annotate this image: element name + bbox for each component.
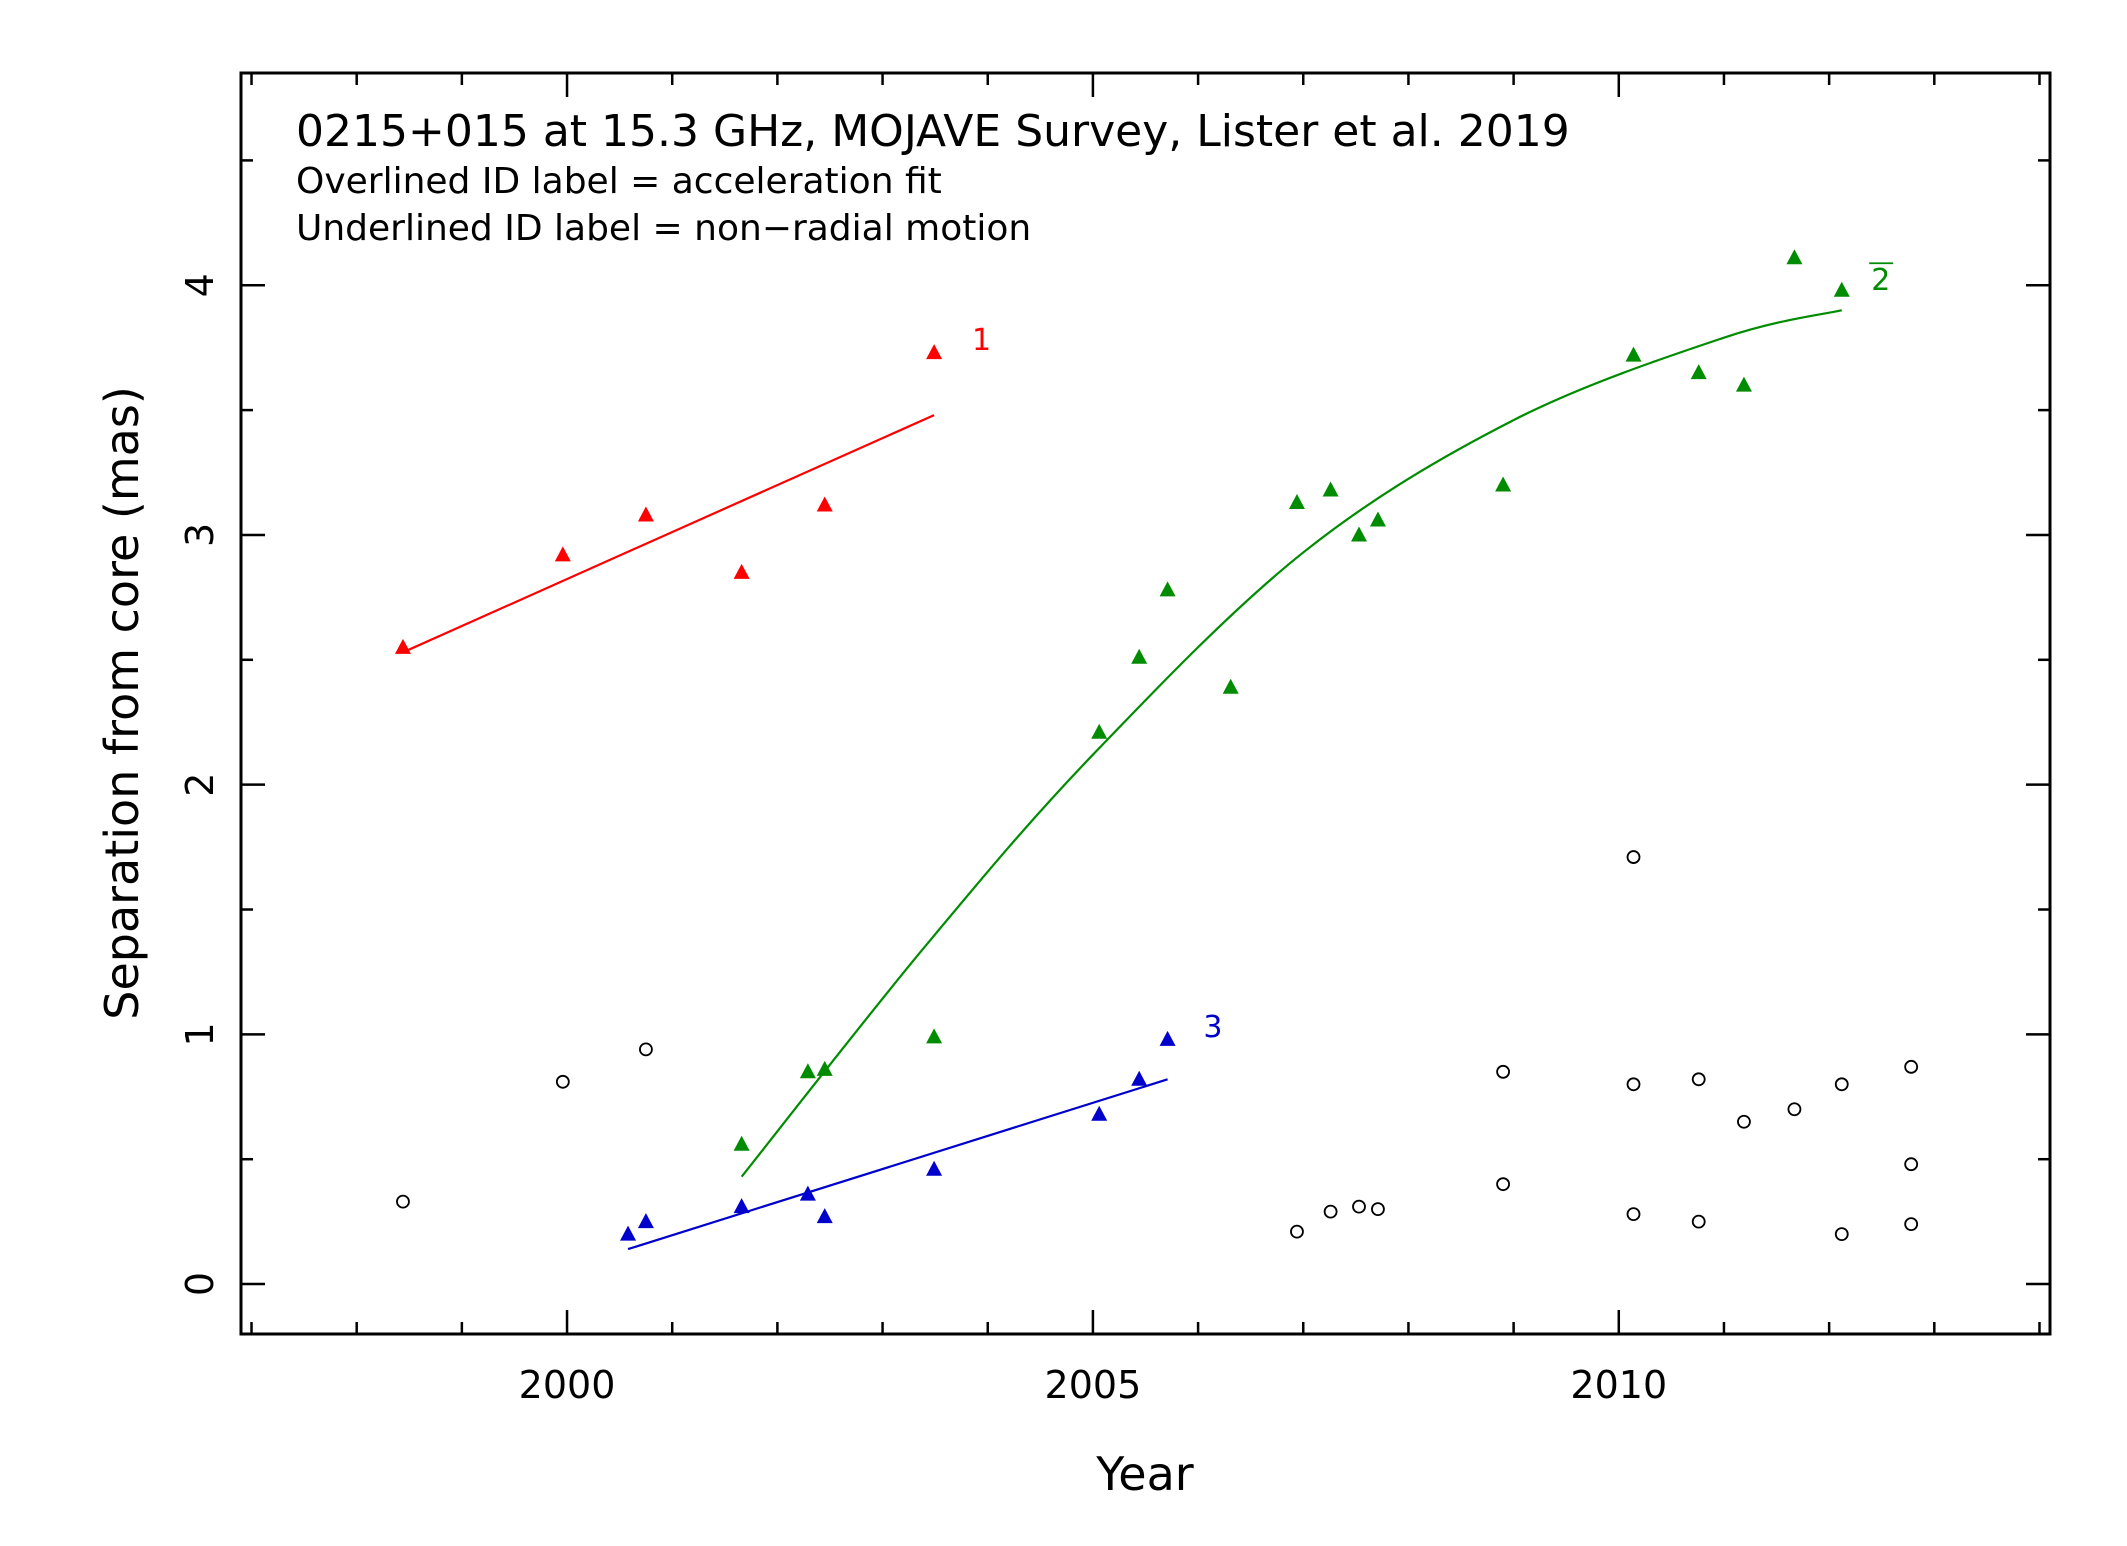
data-point-component-1	[394, 638, 411, 654]
data-point-unassigned	[1904, 1157, 1919, 1172]
data-point-component-1	[816, 496, 833, 512]
data-point-component-3	[620, 1225, 637, 1241]
data-point-unassigned	[1290, 1224, 1304, 1239]
data-point-unassigned	[1496, 1064, 1510, 1079]
data-point-unassigned	[1787, 1102, 1802, 1117]
data-point-component-2	[1131, 648, 1148, 664]
y-tick-label: 4	[178, 273, 222, 297]
fit-line-1	[402, 414, 935, 654]
data-point-unassigned	[1737, 1114, 1751, 1129]
data-point-unassigned	[1904, 1217, 1919, 1232]
tick-labels: 2000 2005 2010 0 1 2 3 4	[178, 273, 1667, 1407]
y-tick-label: 3	[178, 523, 222, 547]
data-point-unassigned	[639, 1042, 653, 1057]
component-label-3: 3	[1203, 1010, 1222, 1045]
fit-lines	[402, 309, 1842, 1251]
data-point-unassigned	[1904, 1059, 1919, 1074]
data-point-component-3	[1091, 1105, 1108, 1121]
y-tick-label: 2	[178, 773, 222, 797]
fit-line-2	[740, 309, 1842, 1178]
data-point-component-3	[799, 1185, 816, 1201]
fit-line-3	[627, 1078, 1168, 1251]
data-point-component-2	[1833, 281, 1850, 297]
y-tick-label: 0	[178, 1272, 222, 1296]
data-point-unassigned	[1691, 1072, 1706, 1087]
data-point-component-2	[1735, 376, 1752, 392]
x-tick-label: 2010	[1570, 1363, 1667, 1407]
component-labels: 1 2 3	[972, 262, 1894, 1045]
data-point-unassigned	[1371, 1202, 1385, 1217]
data-points	[394, 249, 1919, 1242]
data-point-component-3	[1131, 1070, 1148, 1086]
subtitle-line-1: Overlined ID label = acceleration fit	[296, 161, 942, 202]
data-point-component-2	[1351, 526, 1368, 542]
subtitle-line-2: Underlined ID label = non−radial motion	[296, 208, 1031, 249]
chart-title: 0215+015 at 15.3 GHz, MOJAVE Survey, Lis…	[296, 106, 1570, 157]
data-point-component-2	[1159, 581, 1176, 597]
data-point-component-2	[1369, 511, 1386, 527]
data-point-unassigned	[555, 1074, 570, 1089]
data-point-component-2	[816, 1060, 833, 1076]
x-tick-label: 2000	[519, 1363, 616, 1407]
data-point-unassigned	[1496, 1177, 1510, 1192]
data-point-component-3	[926, 1160, 943, 1176]
data-point-unassigned	[1834, 1227, 1849, 1242]
data-point-component-1	[637, 506, 654, 522]
plot-frame	[239, 71, 2052, 1336]
x-tick-label: 2005	[1045, 1363, 1142, 1407]
data-point-component-3	[816, 1208, 833, 1224]
data-point-component-2	[926, 1028, 943, 1044]
data-point-unassigned	[1834, 1077, 1849, 1092]
data-point-component-1	[733, 563, 750, 579]
data-point-component-2	[1288, 493, 1305, 509]
data-point-unassigned	[396, 1194, 410, 1209]
data-point-component-2	[799, 1063, 816, 1079]
data-point-component-2	[733, 1135, 750, 1151]
data-point-component-1	[926, 344, 943, 360]
data-point-component-3	[637, 1213, 654, 1229]
x-axis-label: Year	[1095, 1447, 1193, 1501]
data-point-unassigned	[1626, 1077, 1641, 1092]
data-point-component-2	[1625, 346, 1642, 362]
data-point-component-2	[1091, 723, 1108, 739]
component-label-1: 1	[972, 323, 991, 358]
y-tick-label: 1	[178, 1022, 222, 1046]
axis-ticks	[241, 73, 2050, 1334]
data-point-unassigned	[1352, 1199, 1366, 1214]
data-point-unassigned	[1691, 1214, 1706, 1229]
data-point-component-2	[1222, 678, 1239, 694]
data-point-unassigned	[1626, 850, 1641, 864]
data-point-unassigned	[1626, 1207, 1641, 1222]
data-point-component-2	[1495, 476, 1512, 492]
data-point-component-2	[1786, 249, 1803, 265]
data-point-component-3	[1159, 1030, 1176, 1046]
component-label-2: 2	[1871, 263, 1890, 298]
data-point-unassigned	[1323, 1204, 1338, 1219]
data-point-component-1	[554, 546, 571, 562]
y-axis-label: Separation from core (mas)	[95, 386, 149, 1020]
data-point-component-2	[1690, 364, 1707, 380]
data-point-component-2	[1322, 481, 1339, 497]
data-point-component-3	[733, 1198, 750, 1214]
